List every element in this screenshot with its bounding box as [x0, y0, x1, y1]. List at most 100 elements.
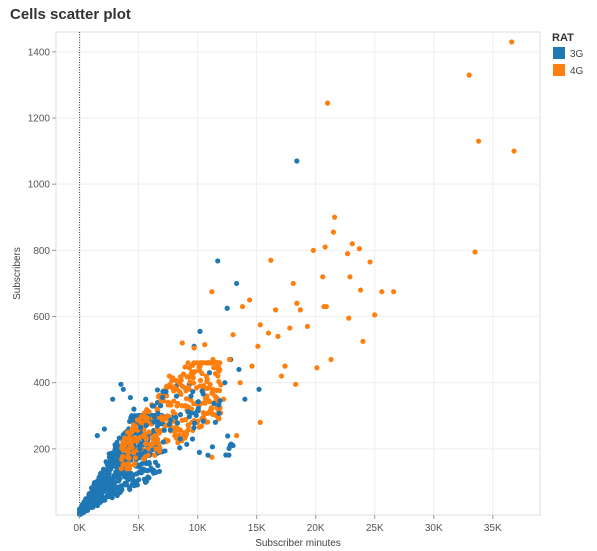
point-3g [168, 417, 174, 423]
data-points [77, 39, 517, 517]
x-tick-label: 0K [73, 523, 86, 534]
point-3g [177, 412, 184, 418]
point-4g [150, 434, 156, 440]
point-3g [94, 495, 100, 502]
point-3g [112, 479, 118, 486]
point-4g [174, 386, 180, 392]
point-4g [134, 417, 141, 423]
point-4g [275, 333, 281, 339]
point-4g [119, 456, 125, 463]
point-4g [125, 464, 131, 470]
point-3g [101, 426, 107, 432]
point-4g [226, 356, 233, 363]
x-tick-label: 5K [133, 523, 146, 534]
y-tick-label: 200 [33, 444, 50, 455]
point-3g [117, 489, 123, 495]
legend-title: RAT [552, 32, 574, 44]
point-3g [105, 479, 111, 485]
point-4g [132, 423, 138, 429]
point-4g [210, 356, 216, 363]
point-3g [174, 420, 180, 426]
point-3g [190, 388, 196, 395]
point-4g [297, 307, 303, 313]
point-3g [116, 435, 122, 441]
point-3g [143, 396, 149, 402]
point-4g [142, 430, 148, 437]
point-3g [112, 442, 118, 448]
y-tick-label: 1400 [28, 47, 51, 58]
point-4g [129, 444, 135, 451]
point-3g [109, 491, 115, 497]
point-4g [126, 439, 132, 445]
point-4g [214, 360, 220, 366]
point-4g [136, 434, 143, 441]
point-4g [179, 340, 185, 346]
point-3g [127, 394, 133, 401]
point-3g [146, 461, 152, 467]
point-4g [349, 241, 355, 247]
point-3g [115, 454, 121, 460]
point-3g [167, 427, 173, 433]
point-4g [511, 148, 517, 154]
point-4g [179, 417, 185, 423]
point-3g [151, 419, 157, 425]
point-4g [208, 405, 214, 411]
point-4g [272, 307, 279, 313]
point-4g [143, 441, 149, 447]
point-3g [137, 424, 144, 430]
point-3g [93, 482, 99, 488]
point-3g [139, 468, 146, 474]
point-4g [209, 289, 215, 295]
point-4g [331, 214, 338, 220]
point-4g [216, 387, 223, 394]
point-4g [164, 383, 170, 389]
point-3g [149, 403, 156, 409]
point-3g [109, 459, 115, 465]
point-4g [372, 312, 378, 318]
point-4g [356, 246, 362, 252]
point-4g [360, 338, 366, 344]
point-4g [186, 423, 192, 430]
point-4g [237, 380, 243, 386]
point-4g [255, 343, 261, 349]
point-4g [175, 440, 181, 446]
point-3g [129, 413, 135, 419]
point-3g [157, 403, 164, 409]
point-3g [161, 427, 167, 433]
point-4g [466, 72, 472, 78]
point-4g [131, 449, 137, 455]
point-4g [196, 361, 203, 367]
point-3g [222, 380, 228, 386]
point-4g [131, 462, 137, 468]
point-3g [105, 474, 111, 480]
point-3g [215, 258, 221, 264]
y-axis-label: Subscribers [12, 247, 23, 300]
point-3g [154, 423, 161, 429]
point-3g [120, 470, 126, 476]
point-3g [111, 472, 117, 479]
point-4g [304, 323, 311, 330]
point-4g [509, 39, 515, 45]
y-tick-label: 600 [33, 312, 50, 323]
point-3g [160, 439, 166, 445]
point-4g [209, 454, 215, 460]
point-3g [212, 419, 218, 425]
point-3g [139, 461, 145, 467]
point-4g [118, 466, 124, 472]
point-3g [173, 393, 180, 399]
point-4g [184, 374, 190, 380]
point-4g [293, 381, 299, 387]
point-4g [178, 374, 184, 380]
point-3g [116, 478, 122, 484]
point-3g [90, 500, 97, 506]
point-3g [234, 280, 240, 287]
point-3g [84, 505, 90, 511]
point-3g [173, 414, 179, 421]
point-3g [155, 410, 161, 417]
point-3g [131, 406, 137, 412]
point-4g [322, 244, 328, 250]
point-3g [97, 475, 103, 481]
point-3g [84, 500, 90, 506]
point-3g [162, 448, 168, 454]
point-4g [204, 376, 210, 382]
